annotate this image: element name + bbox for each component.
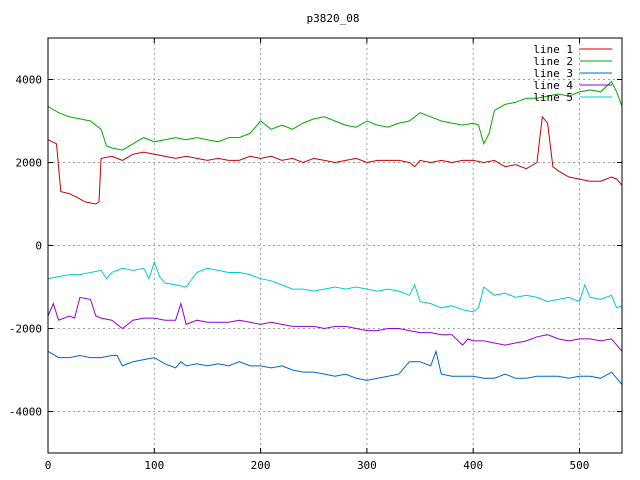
- legend-label-1: line 1: [533, 43, 573, 56]
- y-tick-label: 2000: [16, 157, 43, 170]
- y-tick-label: -4000: [9, 406, 42, 419]
- series-line-2: [47, 80, 623, 151]
- legend-label-4: line 4: [533, 79, 573, 92]
- y-tick-label: -2000: [9, 323, 42, 336]
- axis-layer: 0 100 200 300 400 500 -4000 -2000 0 2000 4000: [9, 37, 623, 472]
- x-tick-label: 0: [45, 459, 52, 472]
- series-line-1: [47, 115, 623, 205]
- series-line-3: [47, 349, 623, 385]
- legend-label-3: line 3: [533, 67, 573, 80]
- series-line-4: [47, 296, 623, 352]
- y-tick-label: 0: [35, 240, 42, 253]
- x-tick-label: 300: [357, 459, 377, 472]
- x-tick-label: 100: [144, 459, 164, 472]
- x-tick-label: 200: [251, 459, 271, 472]
- y-tick-label: 4000: [16, 74, 43, 87]
- series-line-5: [47, 260, 623, 313]
- chart-title: p3820_08: [307, 12, 360, 25]
- legend-label-2: line 2: [533, 55, 573, 68]
- series-layer: [47, 80, 623, 385]
- x-tick-label: 400: [463, 459, 483, 472]
- legend-label-5: line 5: [533, 91, 573, 104]
- x-tick-label: 500: [570, 459, 590, 472]
